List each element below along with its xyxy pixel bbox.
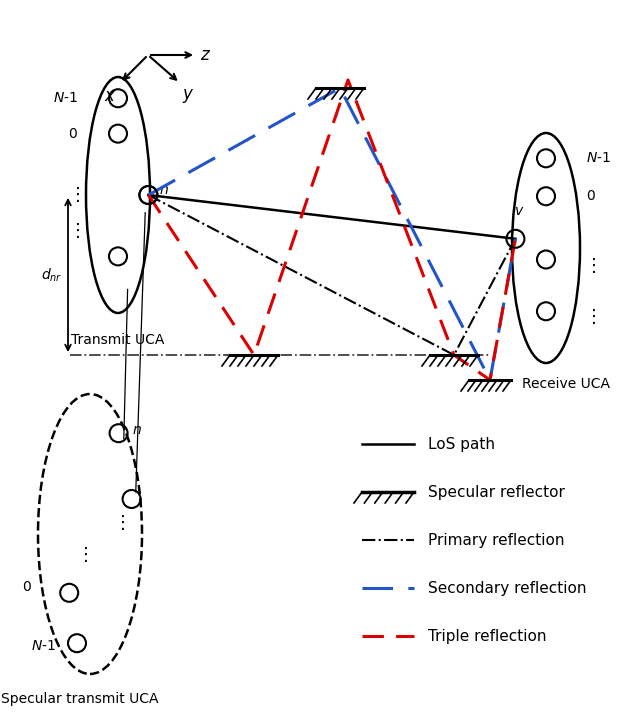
Text: $\vdots$: $\vdots$	[68, 221, 80, 240]
Text: $N$-1: $N$-1	[31, 639, 56, 653]
Text: $y$: $y$	[182, 87, 195, 105]
Text: $N$-1: $N$-1	[586, 152, 611, 165]
Text: Specular transmit UCA: Specular transmit UCA	[1, 692, 159, 706]
Text: LoS path: LoS path	[428, 437, 495, 451]
Text: $n$: $n$	[132, 423, 141, 438]
Text: $0$: $0$	[68, 126, 78, 141]
Text: $0$: $0$	[22, 580, 32, 594]
Text: $d_{nr}$: $d_{nr}$	[40, 266, 62, 284]
Text: Secondary reflection: Secondary reflection	[428, 580, 586, 596]
Text: $n$: $n$	[159, 183, 169, 197]
Text: Specular reflector: Specular reflector	[428, 484, 565, 500]
Text: $\vdots$: $\vdots$	[76, 546, 88, 565]
Text: $z$: $z$	[200, 46, 211, 64]
Text: Triple reflection: Triple reflection	[428, 628, 547, 643]
Text: $\vdots$: $\vdots$	[113, 513, 125, 532]
Text: Transmit UCA: Transmit UCA	[71, 333, 164, 347]
Text: $N$-1: $N$-1	[53, 91, 78, 105]
Text: $x$: $x$	[104, 87, 116, 105]
Text: Primary reflection: Primary reflection	[428, 533, 564, 547]
Text: $\vdots$: $\vdots$	[584, 256, 596, 275]
Text: Receive UCA: Receive UCA	[522, 377, 610, 391]
Text: $\vdots$: $\vdots$	[584, 308, 596, 326]
Text: $v$: $v$	[514, 204, 525, 218]
Text: $\vdots$: $\vdots$	[68, 186, 80, 204]
Text: $0$: $0$	[586, 189, 596, 204]
